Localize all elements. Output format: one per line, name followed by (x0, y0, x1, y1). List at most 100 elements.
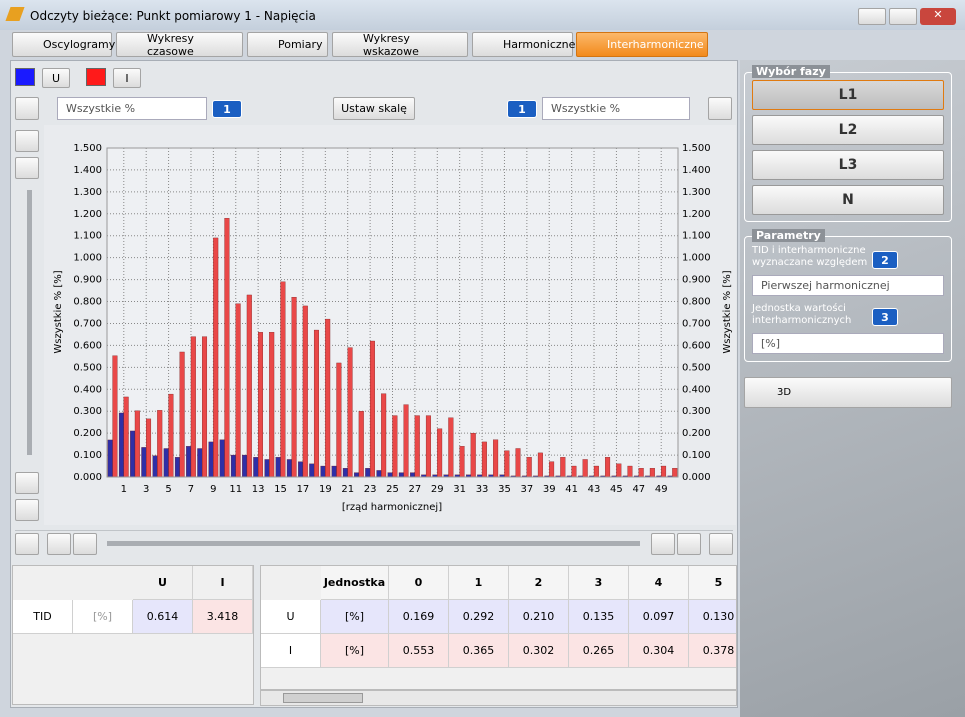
bar (437, 428, 443, 478)
bar (515, 448, 521, 478)
table-cell: 0.097 (629, 600, 689, 634)
tool-button[interactable] (15, 130, 39, 152)
table-cell: 0.302 (509, 634, 569, 668)
y-tick-label: 1.200 (73, 209, 102, 220)
y-tick-label: 1.100 (73, 231, 102, 242)
bar (331, 465, 337, 478)
tool-button[interactable] (708, 97, 732, 120)
minimize-button[interactable] (858, 8, 886, 25)
y2-tick-label: 0.800 (682, 297, 711, 308)
column-header: 5 (689, 566, 736, 600)
series-i-toggle[interactable]: I (113, 68, 141, 88)
y2-axis-label: Wszystkie % [%] (722, 270, 733, 353)
horizontal-scrollbar[interactable] (260, 690, 737, 706)
tid-select[interactable]: Pierwszej harmonicznej (752, 275, 944, 296)
y2-tick-label: 1.000 (682, 253, 711, 264)
bar (130, 430, 136, 478)
bar (235, 303, 241, 478)
table-cell: 0.614 (133, 600, 193, 634)
zoom-in[interactable] (651, 533, 675, 555)
tab[interactable]: Interharmoniczne (576, 32, 708, 57)
bar (582, 459, 588, 478)
table-cell: I (261, 634, 321, 668)
bar (118, 412, 124, 478)
zoom-out[interactable] (73, 533, 97, 555)
zoom-in[interactable] (15, 157, 39, 179)
y-axis-label: Wszystkie % [%] (53, 270, 64, 353)
right-select[interactable]: Wszystkie % (542, 97, 690, 120)
x-tick-label: 15 (274, 484, 287, 495)
horizontal-slider[interactable] (107, 541, 640, 546)
tool-button[interactable] (15, 97, 39, 120)
bar (112, 355, 118, 478)
x-tick-label: 17 (297, 484, 310, 495)
bar (403, 404, 409, 478)
bar (275, 457, 281, 478)
phase-button[interactable]: L2 (752, 115, 944, 145)
bar (202, 336, 208, 478)
table-cell: 0.304 (629, 634, 689, 668)
tool-button[interactable] (709, 533, 733, 555)
phase-button[interactable]: L3 (752, 150, 944, 180)
unit-select[interactable]: [%] (752, 333, 944, 354)
x-tick-label: 27 (409, 484, 422, 495)
bar (392, 415, 398, 478)
left-select[interactable]: Wszystkie % (57, 97, 207, 120)
param-label: Jednostka wartości interharmonicznych (752, 303, 852, 326)
button-3d[interactable]: 3D (744, 377, 952, 408)
y-tick-label: 1.000 (73, 253, 102, 264)
zoom-out[interactable] (15, 472, 39, 494)
phase-button[interactable]: L1 (752, 80, 944, 110)
tool-button[interactable] (15, 499, 39, 521)
series-u-toggle[interactable]: U (42, 68, 70, 88)
phase-button[interactable]: N (752, 185, 944, 215)
x-tick-label: 23 (364, 484, 377, 495)
x-tick-label: 49 (655, 484, 668, 495)
table-cell: [%] (73, 600, 133, 634)
table-cell: 0.365 (449, 634, 509, 668)
tool-button[interactable] (47, 533, 71, 555)
x-tick-label: 29 (431, 484, 444, 495)
y-tick-label: 0.400 (73, 384, 102, 395)
column-header: 1 (449, 566, 509, 600)
bar (672, 468, 678, 478)
bar (186, 446, 192, 478)
x-tick-label: 31 (453, 484, 466, 495)
tab[interactable]: Wykresy czasowe (116, 32, 243, 58)
bar (213, 237, 219, 478)
bar (325, 318, 331, 478)
bar (179, 351, 185, 478)
scale-button[interactable]: Ustaw skalę (333, 97, 415, 120)
column-header: Jednostka (321, 566, 389, 600)
tool-button[interactable] (677, 533, 701, 555)
y-tick-label: 0.300 (73, 406, 102, 417)
close-button[interactable]: ✕ (920, 8, 956, 25)
y2-tick-label: 1.300 (682, 187, 711, 198)
x-tick-label: 3 (143, 484, 149, 495)
tab[interactable]: Wykresy wskazowe (332, 32, 468, 58)
y2-tick-label: 0.700 (682, 318, 711, 329)
tab[interactable]: Harmoniczne (472, 32, 575, 57)
tab[interactable]: Pomiary (247, 32, 328, 57)
tool-button[interactable] (15, 533, 39, 555)
group-title: Wybór fazy (752, 65, 830, 78)
y-tick-label: 1.400 (73, 165, 102, 176)
y-tick-label: 0.200 (73, 428, 102, 439)
bar (320, 465, 326, 478)
maximize-button[interactable] (889, 8, 917, 25)
scroll-thumb[interactable] (283, 693, 363, 703)
bar (134, 410, 140, 478)
badge: 2 (872, 251, 898, 269)
table-cell: TID (13, 600, 73, 634)
series-i-color (86, 68, 106, 86)
y2-tick-label: 0.900 (682, 275, 711, 286)
chart: Wszystkie % [%] Wszystkie % [%] [rząd ha… (44, 125, 736, 525)
y2-tick-label: 0.400 (682, 384, 711, 395)
tab[interactable]: Oscylogramy (12, 32, 115, 57)
x-tick-label: 11 (229, 484, 242, 495)
y2-tick-label: 0.300 (682, 406, 711, 417)
bar (224, 218, 230, 478)
vertical-slider[interactable] (27, 190, 32, 455)
bar (627, 465, 633, 478)
bar (157, 410, 163, 478)
